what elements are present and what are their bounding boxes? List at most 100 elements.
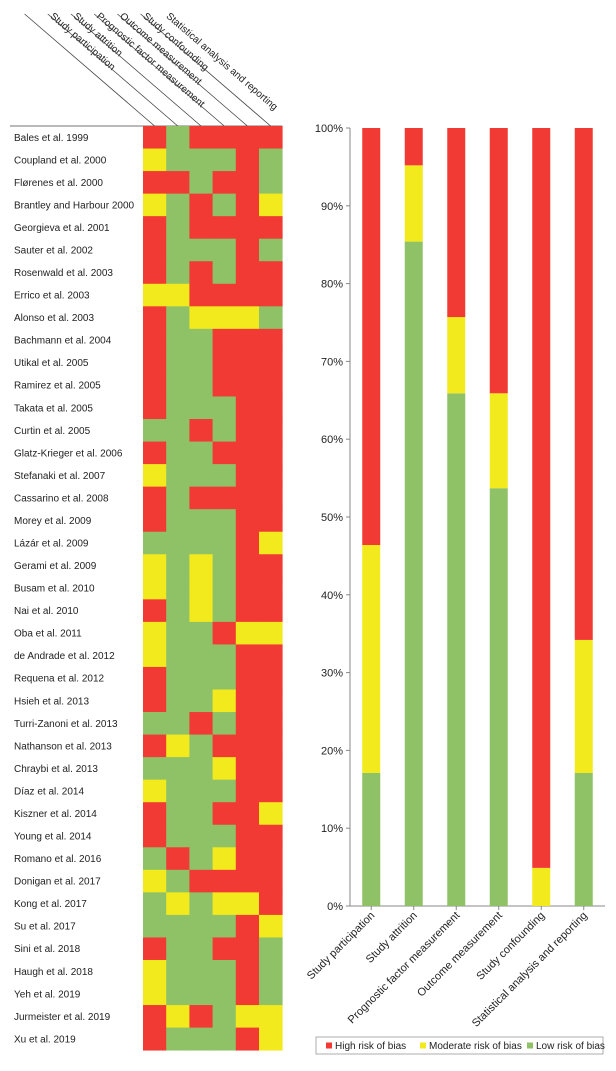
heatmap-cell (235, 599, 260, 623)
heatmap-cell (235, 869, 260, 893)
heatmap-cell (235, 757, 260, 781)
heatmap-cell (166, 914, 190, 938)
heatmap-cell (143, 914, 167, 938)
heatmap-cell (259, 621, 283, 645)
heatmap-cell (259, 193, 283, 217)
header-guide-line (70, 13, 202, 127)
heatmap-cell (259, 666, 283, 690)
heatmap-cell (235, 689, 260, 713)
heatmap-cell (166, 193, 190, 217)
legend-swatch (527, 1042, 533, 1049)
heatmap-cell (212, 689, 237, 713)
heatmap-cell (259, 937, 283, 961)
heatmap-cell (212, 193, 237, 217)
heatmap-cell (166, 757, 190, 781)
study-label: Nai et al. 2010 (14, 606, 79, 617)
heatmap-cell (143, 193, 167, 217)
heatmap-cell (212, 576, 237, 600)
heatmap-cell (143, 937, 167, 961)
heatmap-cell (235, 712, 260, 735)
heatmap-cell (189, 306, 213, 330)
heatmap-cell (212, 644, 237, 668)
heatmap-cell (235, 734, 260, 758)
heatmap-cell (259, 824, 283, 848)
heatmap-cell (235, 554, 260, 578)
heatmap-cell (212, 509, 237, 533)
heatmap-cell (166, 351, 190, 375)
x-tick-label: Outcome measurement (415, 910, 505, 1000)
heatmap-cell (189, 892, 213, 916)
heatmap-cell (143, 419, 167, 442)
legend-label: Low risk of bias (536, 1041, 605, 1052)
heatmap-cell (259, 464, 283, 488)
heatmap-cell (166, 419, 190, 442)
heatmap-cell (212, 666, 237, 690)
heatmap-cell (166, 1027, 190, 1051)
heatmap-cell (212, 396, 237, 420)
heatmap-cell (166, 531, 190, 555)
heatmap-cell (235, 351, 260, 375)
heatmap-cell (259, 712, 283, 735)
heatmap-cell (166, 712, 190, 735)
y-tick-label: 100% (315, 123, 343, 135)
heatmap-cell (166, 959, 190, 983)
heatmap-cell (166, 599, 190, 623)
legend-swatch (326, 1042, 332, 1049)
heatmap-cell (166, 779, 190, 803)
heatmap-cell (143, 666, 167, 690)
heatmap-cell (143, 441, 167, 465)
heatmap-cell (212, 261, 237, 285)
study-label: Díaz et al. 2014 (14, 786, 84, 797)
header-guide-line (117, 13, 248, 127)
heatmap-cell (143, 621, 167, 645)
heatmap-cell (259, 757, 283, 781)
study-label: Flørenes et al. 2000 (14, 178, 103, 189)
study-label: Busam et al. 2010 (14, 584, 95, 595)
heatmap-cell (143, 238, 167, 262)
heatmap-cell (235, 171, 260, 195)
heatmap-cell (143, 802, 167, 826)
heatmap-cell (189, 238, 213, 262)
heatmap-cell (166, 621, 190, 645)
heatmap-cell (259, 914, 283, 938)
heatmap-cell (212, 824, 237, 848)
header-guide-line (24, 13, 155, 127)
study-label: Sini et al. 2018 (14, 944, 81, 955)
heatmap-cell (212, 1027, 237, 1051)
heatmap-cell (143, 373, 167, 397)
heatmap-cell (143, 261, 167, 285)
bar-segment (489, 488, 508, 906)
heatmap-cell (259, 1027, 283, 1051)
heatmap-cell (259, 509, 283, 533)
study-label: Curtin et al. 2005 (14, 426, 91, 437)
study-label: Bales et al. 1999 (14, 133, 89, 144)
heatmap-cell (259, 283, 283, 307)
heatmap-cell (166, 554, 190, 578)
heatmap-cell (189, 171, 213, 195)
heatmap-cell (143, 509, 167, 533)
heatmap-cell (189, 576, 213, 600)
study-label: Stefanaki et al. 2007 (14, 471, 106, 482)
heatmap-cell (189, 261, 213, 285)
heatmap-cell (166, 892, 190, 916)
heatmap-cell (189, 712, 213, 735)
study-label: Sauter et al. 2002 (14, 245, 93, 256)
study-label: Chraybi et al. 2013 (14, 764, 98, 775)
heatmap-cell (189, 847, 213, 871)
heatmap-cell (235, 847, 260, 871)
y-tick-label: 40% (321, 590, 343, 602)
study-label: Hsieh et al. 2013 (14, 696, 89, 707)
heatmap-cell (259, 869, 283, 893)
study-label: Takata et al. 2005 (14, 403, 93, 414)
heatmap-cell (235, 824, 260, 848)
legend-swatch (420, 1042, 426, 1049)
study-label: Brantley and Harbour 2000 (14, 200, 135, 211)
heatmap-cell (259, 1005, 283, 1028)
y-tick-label: 70% (321, 356, 343, 368)
heatmap-cell (166, 869, 190, 893)
study-label: Oba et al. 2011 (14, 629, 82, 640)
heatmap-cell (143, 869, 167, 893)
heatmap-cell (212, 847, 237, 871)
heatmap-cell (143, 148, 167, 172)
